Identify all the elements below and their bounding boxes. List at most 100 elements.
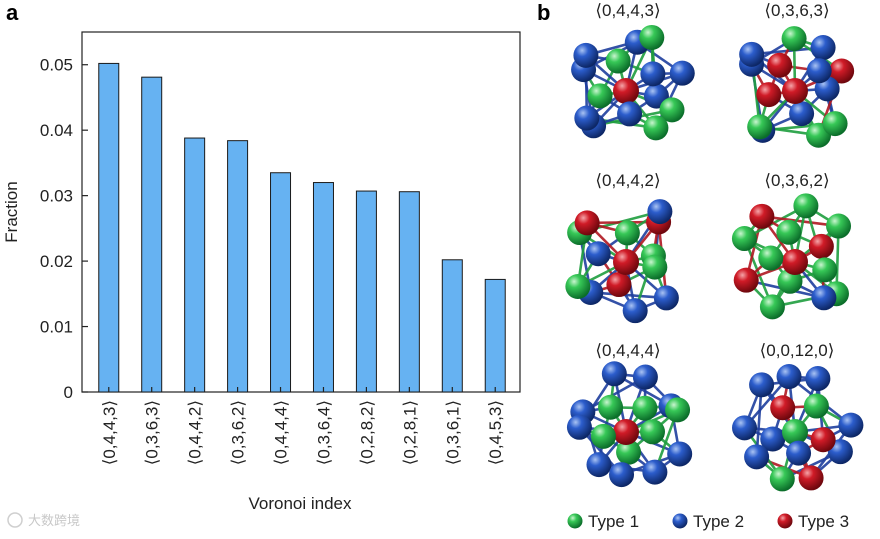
legend-type2-swatch bbox=[672, 513, 688, 529]
y-tick-label: 0 bbox=[64, 383, 73, 402]
bar-9 bbox=[441, 259, 463, 393]
legend-type2-label: Type 2 bbox=[693, 512, 744, 531]
panel-a-label: a bbox=[6, 0, 19, 25]
bar-8 bbox=[398, 191, 420, 393]
y-tick-label: 0.05 bbox=[40, 56, 73, 75]
cluster-title: ⟨0,4,4,4⟩ bbox=[595, 341, 660, 360]
atom bbox=[767, 52, 793, 78]
atom bbox=[739, 41, 765, 67]
legend-type3-swatch bbox=[777, 513, 793, 529]
cluster-title: ⟨0,4,4,2⟩ bbox=[595, 171, 660, 190]
atom bbox=[639, 419, 665, 445]
watermark-text: 大数跨境 bbox=[28, 514, 80, 529]
bond bbox=[760, 215, 840, 228]
bar-4 bbox=[227, 140, 249, 393]
atom bbox=[643, 115, 669, 141]
atom bbox=[808, 233, 834, 259]
cluster-6: ⟨0,0,12,0⟩ bbox=[732, 341, 864, 492]
x-tick-label: ⟨0,3,6,3⟩ bbox=[143, 400, 162, 465]
atom bbox=[586, 452, 612, 478]
bar-2 bbox=[141, 76, 163, 393]
y-axis-ticks: 0 0.01 0.02 0.03 0.04 0.05 bbox=[40, 56, 88, 402]
atom bbox=[731, 226, 757, 252]
atom bbox=[613, 78, 639, 104]
bar-5 bbox=[270, 172, 292, 393]
x-tick-label: ⟨0,2,8,1⟩ bbox=[400, 400, 419, 465]
atom bbox=[574, 210, 600, 236]
atom bbox=[812, 257, 838, 283]
atom bbox=[758, 245, 784, 271]
bar-chart: 0 0.01 0.02 0.03 0.04 0.05 ⟨0,4,4,3⟩ ⟨0,3,6,3⟩… bbox=[2, 31, 521, 513]
atom bbox=[640, 61, 666, 87]
atom bbox=[789, 101, 815, 127]
atom bbox=[565, 274, 591, 300]
atom bbox=[653, 285, 679, 311]
atom bbox=[667, 441, 693, 467]
atom bbox=[669, 60, 695, 86]
atom bbox=[732, 415, 758, 441]
atom bbox=[777, 268, 803, 294]
bond bbox=[589, 291, 668, 300]
atom bbox=[760, 426, 786, 452]
atom bbox=[598, 394, 624, 420]
atom bbox=[566, 414, 592, 440]
atom bbox=[810, 427, 836, 453]
atom bbox=[811, 285, 837, 311]
atom bbox=[642, 254, 668, 280]
atom bbox=[759, 294, 785, 320]
atom bbox=[632, 364, 658, 390]
y-tick-label: 0.02 bbox=[40, 252, 73, 271]
atom bbox=[744, 444, 770, 470]
atom bbox=[613, 249, 639, 275]
atom bbox=[609, 462, 635, 488]
legend-type1-swatch bbox=[567, 513, 583, 529]
cluster-1: ⟨0,4,4,3⟩ bbox=[571, 1, 695, 141]
atom bbox=[617, 101, 643, 127]
cluster-title: ⟨0,3,6,2⟩ bbox=[764, 171, 829, 190]
atom bbox=[782, 78, 808, 104]
y-tick-label: 0.04 bbox=[40, 121, 73, 140]
atom bbox=[793, 193, 819, 219]
atom bbox=[585, 241, 611, 267]
atom bbox=[605, 48, 631, 74]
cluster-title: ⟨0,4,4,3⟩ bbox=[595, 1, 660, 20]
cluster-title: ⟨0,0,12,0⟩ bbox=[760, 341, 835, 360]
atom bbox=[639, 24, 665, 50]
atom bbox=[776, 219, 802, 245]
y-tick-label: 0.03 bbox=[40, 187, 73, 206]
bar-10 bbox=[484, 278, 506, 393]
atom bbox=[601, 361, 627, 387]
atom bbox=[782, 419, 808, 445]
atom bbox=[665, 397, 691, 423]
atom bbox=[769, 466, 795, 492]
x-tick-label: ⟨0,4,5,3⟩ bbox=[486, 400, 505, 465]
y-axis-title: Fraction bbox=[2, 181, 21, 242]
cluster-3: ⟨0,4,4,2⟩ bbox=[565, 171, 679, 324]
panel-b-label: b bbox=[537, 0, 550, 25]
cluster-5: ⟨0,4,4,4⟩ bbox=[566, 341, 693, 488]
atom bbox=[776, 364, 802, 390]
atom bbox=[659, 97, 685, 123]
x-axis-title: Voronoi index bbox=[248, 494, 352, 513]
atom bbox=[622, 298, 648, 324]
legend: Type 1 Type 2 Type 3 bbox=[567, 512, 849, 531]
plot-frame bbox=[81, 31, 521, 393]
x-tick-label: ⟨0,2,8,2⟩ bbox=[357, 400, 376, 465]
x-tick-label: ⟨0,4,4,4⟩ bbox=[272, 400, 291, 465]
bar-1 bbox=[98, 62, 120, 393]
atom bbox=[756, 82, 782, 108]
atom bbox=[782, 249, 808, 275]
x-tick-label: ⟨0,3,6,4⟩ bbox=[314, 400, 333, 465]
atom bbox=[781, 26, 807, 52]
atom bbox=[829, 58, 855, 84]
watermark-logo bbox=[7, 512, 23, 528]
cluster-4: ⟨0,3,6,2⟩ bbox=[731, 171, 852, 320]
atom bbox=[798, 465, 824, 491]
atom bbox=[614, 220, 640, 246]
x-tick-label: ⟨0,4,4,2⟩ bbox=[186, 400, 205, 465]
atom bbox=[803, 393, 829, 419]
atom bbox=[770, 395, 796, 421]
atom bbox=[587, 83, 613, 109]
atom bbox=[822, 111, 848, 137]
atom bbox=[786, 440, 812, 466]
